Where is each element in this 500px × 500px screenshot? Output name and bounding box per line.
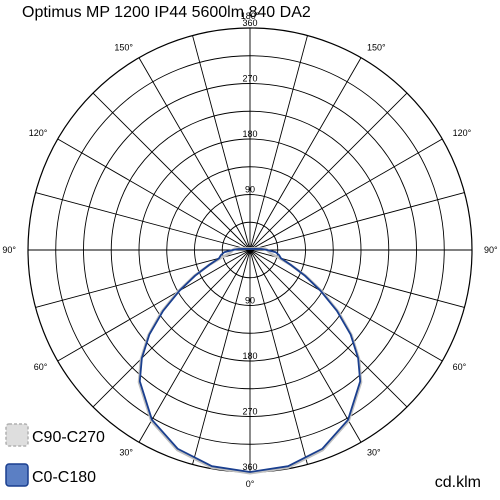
- grid-spoke: [249, 192, 465, 251]
- legend-swatch: [5, 423, 29, 447]
- radial-tick-label: 270: [242, 74, 257, 84]
- grid-spoke: [92, 92, 251, 251]
- angle-label: 180°: [241, 11, 260, 21]
- grid-spoke: [57, 138, 251, 251]
- grid-spoke: [138, 57, 251, 251]
- grid-spoke: [249, 57, 362, 251]
- grid-spoke: [249, 249, 308, 465]
- grid-spoke: [249, 249, 408, 408]
- grid-spoke: [249, 92, 408, 251]
- radial-tick-label: 180: [242, 129, 257, 139]
- series-curve-c0-c180: [138, 248, 362, 473]
- legend-label: C0-C180: [32, 469, 96, 486]
- grid-spoke: [249, 249, 465, 308]
- grid-spoke: [192, 35, 251, 251]
- angle-label: 120°: [453, 128, 472, 138]
- angle-label: 60°: [453, 362, 467, 372]
- angle-label: 120°: [29, 128, 48, 138]
- legend-item: C0-C180: [5, 463, 96, 487]
- legend-item: C90-C270: [5, 423, 105, 447]
- grid-spoke: [192, 249, 251, 465]
- grid-spoke: [35, 249, 251, 308]
- grid-spoke: [249, 35, 308, 251]
- grid-spoke: [249, 249, 362, 443]
- unit-label: cd.klm: [435, 474, 481, 491]
- radial-tick-label: 180: [242, 351, 257, 361]
- grid-spoke: [138, 249, 251, 443]
- grid-spoke: [249, 249, 443, 362]
- grid-spoke: [249, 138, 443, 251]
- angle-label: 150°: [367, 42, 386, 52]
- angle-label: 90°: [484, 245, 498, 255]
- legend-swatch: [5, 463, 29, 487]
- angle-label: 90°: [2, 245, 16, 255]
- grid-spoke: [57, 249, 251, 362]
- axis-labels: 90 90 180 180 270 270 360 360 0° 30° 60° 90° 120° 150…: [2, 11, 498, 489]
- chart-title: Optimus MP 1200 IP44 5600lm 840 DA2: [22, 4, 311, 21]
- polar-grid: [27, 27, 473, 473]
- radial-tick-label: 90: [245, 185, 255, 195]
- radial-tick-label: 270: [242, 407, 257, 417]
- grid-spoke: [92, 249, 251, 408]
- angle-label: 150°: [114, 42, 133, 52]
- angle-label: 30°: [367, 448, 381, 458]
- legend-label: C90-C270: [32, 429, 105, 446]
- series-layer: [137, 247, 363, 475]
- radial-tick-label: 360: [242, 18, 257, 28]
- angle-label: 60°: [34, 362, 48, 372]
- angle-label: 30°: [119, 448, 133, 458]
- grid-spoke: [35, 192, 251, 251]
- angle-label: 0°: [246, 479, 255, 489]
- legend: C90-C270 C0-C180: [5, 423, 105, 487]
- radial-tick-label: 90: [245, 296, 255, 306]
- radial-tick-label: 360: [242, 462, 257, 472]
